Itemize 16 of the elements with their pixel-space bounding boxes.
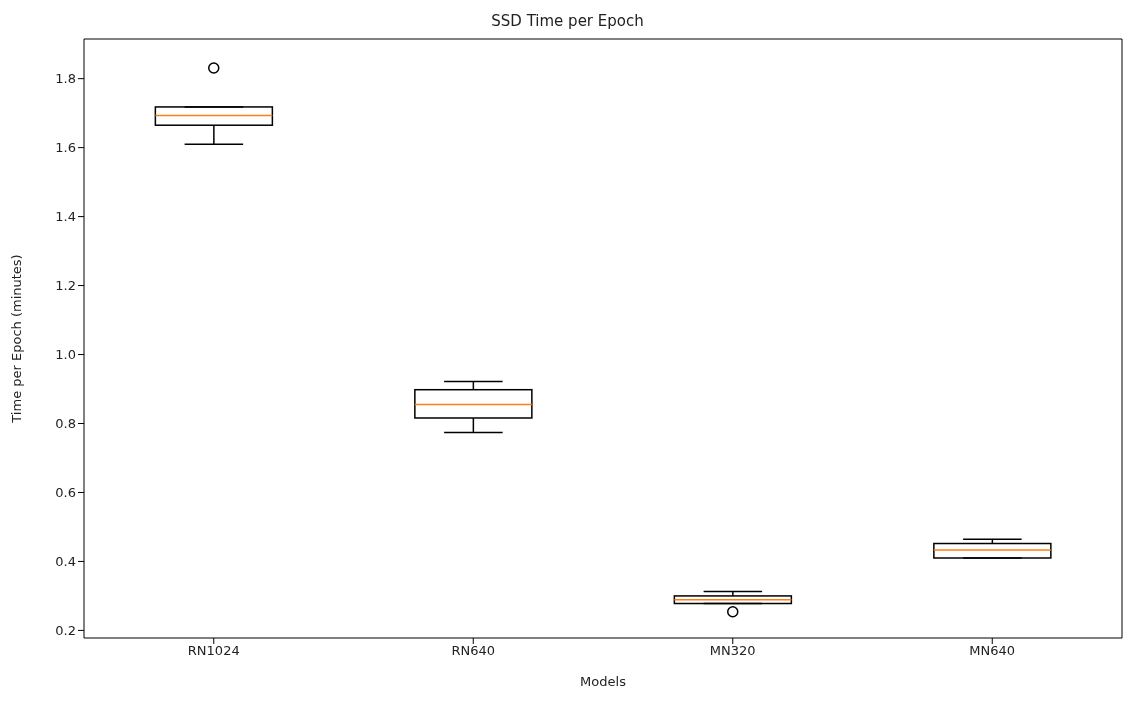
chart-title: SSD Time per Epoch xyxy=(490,11,645,32)
y-tick-label: 0.6 xyxy=(55,485,76,501)
y-tick-label: 0.2 xyxy=(55,623,76,639)
y-tick-label: 0.4 xyxy=(55,554,76,570)
x-tick-label: RN1024 xyxy=(187,643,240,659)
y-tick-label: 1.0 xyxy=(55,347,76,363)
y-tick-label: 0.8 xyxy=(55,416,76,432)
x-axis-title: Models xyxy=(580,674,627,689)
y-tick-label: 1.6 xyxy=(55,140,76,156)
x-tick-label: MN320 xyxy=(709,643,756,659)
x-tick-label: MN640 xyxy=(969,643,1016,659)
y-tick-label: 1.2 xyxy=(55,278,76,294)
y-tick-label: 1.4 xyxy=(55,209,76,225)
y-axis-title: Time per Epoch (minutes) xyxy=(8,254,24,424)
y-tick-label: 1.8 xyxy=(55,71,76,87)
x-tick-label: RN640 xyxy=(451,643,496,659)
